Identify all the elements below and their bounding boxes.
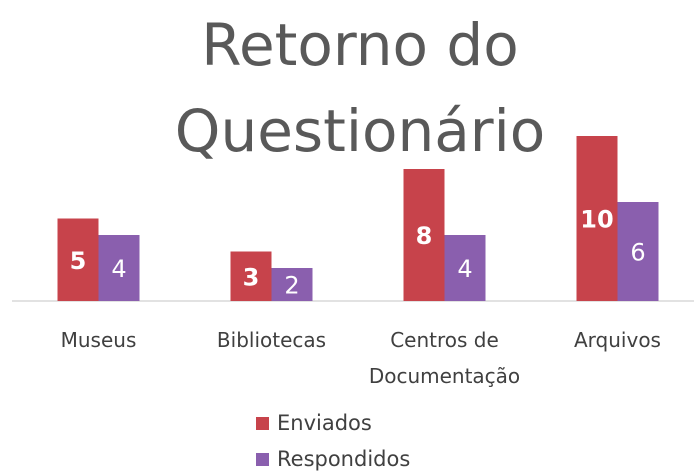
bar [403,169,445,301]
data-label: 3 [243,263,260,291]
x-tick-label: Arquivos [574,328,661,352]
bar [444,235,486,301]
bar [57,218,99,301]
bar [230,251,272,301]
data-label: 6 [630,239,645,267]
x-tick-label: Museus [60,328,137,352]
bar [576,136,618,301]
legend-swatch [256,453,269,466]
data-label: 10 [580,206,613,234]
legend-entry: Enviados [256,408,372,438]
data-label: 8 [416,222,433,250]
bar [271,268,313,301]
x-tick-label: Centros de Documentação [368,328,521,388]
data-label: 2 [284,272,299,300]
legend-entry: Respondidos [256,444,410,471]
legend-label: Enviados [277,411,372,435]
bar [98,235,140,301]
legend-swatch [256,417,269,430]
data-label: 4 [111,255,126,283]
bar [617,202,659,301]
chart-title: Retorno do Questionário [174,11,546,165]
legend-label: Respondidos [277,447,411,471]
data-label: 5 [70,247,87,275]
x-tick-label: Bibliotecas [216,328,327,352]
data-label: 4 [457,255,472,283]
